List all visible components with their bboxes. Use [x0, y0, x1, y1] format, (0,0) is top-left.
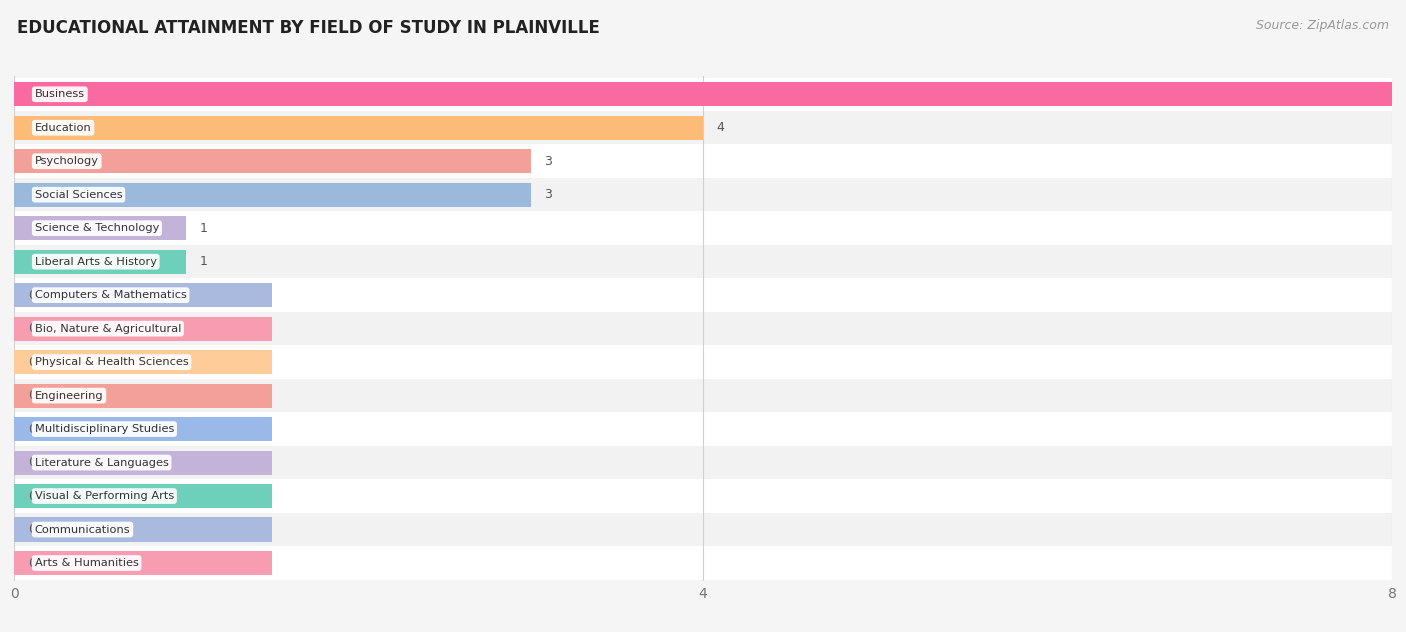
Text: Computers & Mathematics: Computers & Mathematics	[35, 290, 187, 300]
Bar	[14, 216, 186, 240]
Bar	[14, 78, 1392, 111]
Text: 0: 0	[28, 557, 35, 569]
Text: 0: 0	[28, 423, 35, 435]
Bar	[14, 178, 1392, 212]
Bar	[14, 484, 273, 508]
Bar	[14, 82, 1392, 106]
Text: 0: 0	[28, 523, 35, 536]
Text: 3: 3	[544, 155, 553, 167]
Text: Science & Technology: Science & Technology	[35, 223, 159, 233]
Text: Engineering: Engineering	[35, 391, 104, 401]
Text: 0: 0	[28, 322, 35, 335]
Text: 0: 0	[28, 289, 35, 301]
Text: Bio, Nature & Agricultural: Bio, Nature & Agricultural	[35, 324, 181, 334]
Text: 1: 1	[200, 255, 208, 268]
Bar	[14, 345, 1392, 379]
Bar	[14, 245, 1392, 279]
Text: Multidisciplinary Studies: Multidisciplinary Studies	[35, 424, 174, 434]
Bar	[14, 546, 1392, 580]
Text: Communications: Communications	[35, 525, 131, 535]
Text: EDUCATIONAL ATTAINMENT BY FIELD OF STUDY IN PLAINVILLE: EDUCATIONAL ATTAINMENT BY FIELD OF STUDY…	[17, 19, 600, 37]
Text: Literature & Languages: Literature & Languages	[35, 458, 169, 468]
Text: Physical & Health Sciences: Physical & Health Sciences	[35, 357, 188, 367]
Text: 0: 0	[28, 389, 35, 402]
Text: 3: 3	[544, 188, 553, 201]
Bar	[14, 183, 531, 207]
Bar	[14, 111, 1392, 145]
Bar	[14, 116, 703, 140]
Bar	[14, 149, 531, 173]
Bar	[14, 145, 1392, 178]
Text: 4: 4	[717, 121, 724, 134]
Bar	[14, 379, 1392, 412]
Bar	[14, 551, 273, 575]
Bar	[14, 446, 1392, 479]
Text: Psychology: Psychology	[35, 156, 98, 166]
Bar	[14, 312, 1392, 345]
Bar	[14, 317, 273, 341]
Text: 0: 0	[28, 356, 35, 368]
Bar	[14, 212, 1392, 245]
Text: 0: 0	[28, 456, 35, 469]
Bar	[14, 279, 1392, 312]
Bar	[14, 384, 273, 408]
Bar	[14, 513, 1392, 546]
Bar	[14, 417, 273, 441]
Text: Education: Education	[35, 123, 91, 133]
Bar	[14, 350, 273, 374]
Text: Business: Business	[35, 89, 84, 99]
Text: Visual & Performing Arts: Visual & Performing Arts	[35, 491, 174, 501]
Bar	[14, 283, 273, 307]
Text: Social Sciences: Social Sciences	[35, 190, 122, 200]
Bar	[14, 518, 273, 542]
Text: Liberal Arts & History: Liberal Arts & History	[35, 257, 156, 267]
Text: 0: 0	[28, 490, 35, 502]
Text: Source: ZipAtlas.com: Source: ZipAtlas.com	[1256, 19, 1389, 32]
Text: 1: 1	[200, 222, 208, 234]
Bar	[14, 412, 1392, 446]
Bar	[14, 451, 273, 475]
Bar	[14, 479, 1392, 513]
Text: Arts & Humanities: Arts & Humanities	[35, 558, 139, 568]
Bar	[14, 250, 186, 274]
